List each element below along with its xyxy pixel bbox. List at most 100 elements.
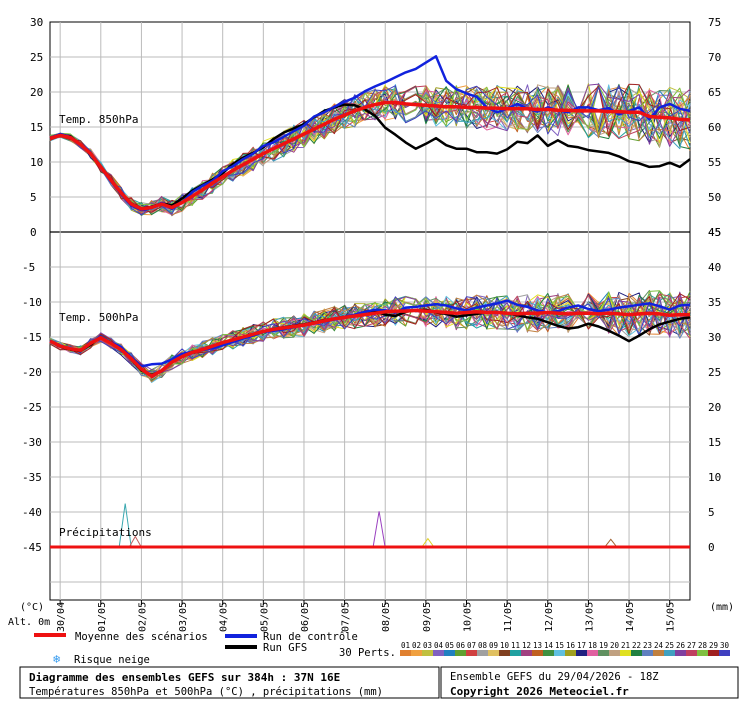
pert-number: 08: [478, 641, 488, 650]
pert-number: 14: [544, 641, 554, 650]
pert-swatch: [719, 650, 730, 656]
footer-run: Ensemble GEFS du 29/04/2026 - 18Z: [450, 671, 659, 683]
y-tick-right-t500: 30: [708, 331, 721, 344]
pert-number: 11: [511, 641, 520, 650]
pert-number: 06: [456, 641, 466, 650]
pert-swatch: [587, 650, 598, 656]
pert-swatch: [565, 650, 576, 656]
y-tick-right-t850: 65: [708, 86, 721, 99]
pert-number: 21: [621, 641, 630, 650]
pert-number: 13: [533, 641, 542, 650]
plot-frame: [49, 21, 691, 601]
y-tick-right-t850: 45: [708, 226, 721, 239]
pert-number: 28: [698, 641, 708, 650]
y-tick-left-t850: 15: [30, 121, 43, 134]
y-tick-right-t850: 70: [708, 51, 721, 64]
pert-number: 23: [643, 641, 652, 650]
altitude-label: Alt. 0m: [8, 617, 50, 628]
axis-layer: 30252015105075706560555045-5-10-15-20-25…: [22, 16, 721, 632]
y-tick-right-t850: 55: [708, 156, 721, 169]
y-tick-right-t500: 35: [708, 296, 721, 309]
snowflake-icon: ❄: [53, 652, 60, 666]
y-tick-right-t500: 10: [708, 471, 721, 484]
x-tick-label: 04/05: [219, 602, 230, 632]
y-tick-left-t850: 5: [30, 191, 37, 204]
precip-spike: [118, 503, 132, 548]
pert-number: 02: [412, 641, 421, 650]
x-tick-label: 14/05: [625, 602, 636, 632]
legend-snow-label: Risque neige: [74, 654, 150, 666]
y-tick-right-t500: 15: [708, 436, 721, 449]
y-tick-right-t500: 5: [708, 506, 715, 519]
pert-swatch: [598, 650, 609, 656]
pert-number: 17: [577, 641, 586, 650]
x-tick-label: 10/05: [463, 602, 474, 632]
legend-perts-label: 30 Perts.: [339, 647, 396, 659]
mean-line: [49, 308, 690, 378]
pert-swatch: [411, 650, 422, 656]
footer-title: Diagramme des ensembles GEFS sur 384h : …: [29, 671, 340, 684]
y-tick-left-t850: 25: [30, 51, 43, 64]
x-tick-label: 13/05: [584, 602, 595, 632]
x-tick-label: 05/05: [259, 602, 270, 632]
x-tick-label: 01/05: [97, 602, 108, 632]
precip-spike: [128, 535, 142, 548]
pert-number: 30: [720, 641, 730, 650]
y-tick-left-t850: 20: [30, 86, 43, 99]
pert-swatch: [444, 650, 455, 656]
pert-number: 24: [654, 641, 664, 650]
precip-spike: [372, 511, 386, 548]
pert-swatch: [686, 650, 697, 656]
pert-swatch: [532, 650, 543, 656]
panel-label-precip: Précipitations: [59, 526, 152, 539]
pert-swatch: [642, 650, 653, 656]
pert-number: 16: [566, 641, 576, 650]
y-tick-left-t500: -40: [22, 506, 42, 519]
pert-swatch: [653, 650, 664, 656]
pert-number: 29: [709, 641, 718, 650]
unit-right: (mm): [710, 602, 734, 613]
y-tick-left-t500: -35: [22, 471, 42, 484]
pert-swatch: [466, 650, 477, 656]
x-tick-label: 11/05: [503, 602, 514, 632]
footer-right-box: [440, 666, 739, 699]
footer-copyright: Copyright 2026 Meteociel.fr: [450, 685, 629, 698]
pert-number: 26: [676, 641, 686, 650]
y-tick-right-t850: 75: [708, 16, 721, 29]
pert-number: 04: [434, 641, 444, 650]
pert-swatch: [488, 650, 499, 656]
pert-number: 19: [599, 641, 608, 650]
pert-number: 15: [555, 641, 564, 650]
footer-left-box: [19, 666, 440, 699]
legend-mean-label: Moyenne des scénarios: [75, 631, 208, 643]
pert-swatch: [697, 650, 708, 656]
pert-swatch: [521, 650, 532, 656]
legend-gfs-label: Run GFS: [263, 642, 307, 654]
legend-control-label: Run de contrôle: [263, 631, 358, 643]
pert-swatch: [631, 650, 642, 656]
pert-number: 10: [500, 641, 510, 650]
control-line: [49, 299, 691, 368]
y-tick-left-t500: -20: [22, 366, 42, 379]
y-tick-right-t850: 60: [708, 121, 721, 134]
pert-number: 01: [401, 641, 410, 650]
y-tick-left-t850: 30: [30, 16, 43, 29]
y-tick-right-t500: 40: [708, 261, 721, 274]
pert-number: 27: [687, 641, 696, 650]
pert-swatch: [609, 650, 620, 656]
pert-number: 07: [467, 641, 476, 650]
panel-label-t850: Temp. 850hPa: [59, 113, 138, 126]
precip-spike: [604, 538, 618, 548]
pert-swatch: [499, 650, 510, 656]
y-tick-left-t850: 0: [30, 226, 37, 239]
x-tick-label: 30/04: [56, 602, 67, 632]
y-tick-right-t500: 25: [708, 366, 721, 379]
pert-swatch: [455, 650, 466, 656]
pert-swatch: [400, 650, 411, 656]
mean-line: [49, 100, 691, 211]
pert-swatch: [708, 650, 719, 656]
pert-number: 12: [522, 641, 531, 650]
y-tick-right-t500: 20: [708, 401, 721, 414]
pert-number: 20: [610, 641, 620, 650]
